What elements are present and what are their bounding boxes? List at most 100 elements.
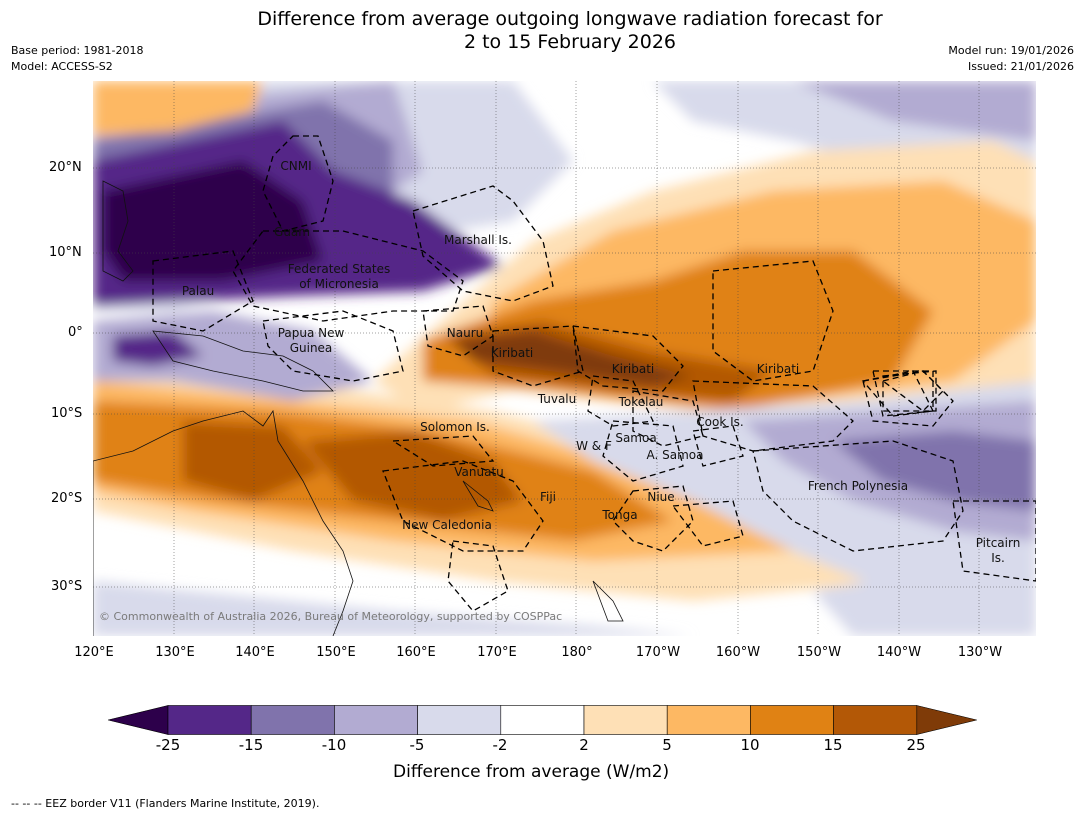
- anomaly-field: [93, 581, 693, 636]
- title-line-2: 2 to 15 February 2026: [463, 31, 677, 53]
- map-area: [93, 81, 1036, 636]
- colorbar-tick: -15: [238, 736, 264, 754]
- coastline-new-caledonia: [462, 480, 494, 512]
- eez-border: [612, 485, 694, 552]
- colorbar-segment: [250, 705, 335, 735]
- lon-label: 120°E: [74, 645, 114, 660]
- colorbar-segment: [500, 705, 585, 735]
- colorbar-tick: 15: [823, 736, 843, 754]
- eez-border: [882, 370, 937, 412]
- eez-border: [881, 370, 944, 412]
- anomaly-field: [453, 331, 693, 386]
- eez-border: [262, 135, 334, 232]
- eez-border: [712, 260, 834, 382]
- colorbar-segment: [833, 705, 918, 735]
- region-label-tonga: Tonga: [602, 508, 638, 522]
- anomaly-field: [813, 551, 1036, 636]
- eez-border: [952, 500, 1036, 582]
- eez-border: [671, 500, 744, 547]
- anomaly-field: [303, 431, 523, 521]
- colorbar-tick: -25: [155, 736, 181, 754]
- anomaly-field: [103, 161, 323, 281]
- meta-left: Base period: 1981-2018 Model: ACCESS-S2: [11, 43, 143, 75]
- lon-label: 130°E: [155, 645, 195, 660]
- lat-label: 20°S: [51, 491, 83, 506]
- coastline-new-guinea: [152, 330, 334, 392]
- colorbar-tick: -10: [321, 736, 347, 754]
- region-label-wallis-futuna: W & F: [576, 439, 612, 453]
- coastlines: [93, 180, 624, 636]
- region-label-tokelau: Tokelau: [618, 395, 664, 409]
- eez-border: [422, 305, 494, 357]
- eez-border: [152, 250, 254, 332]
- region-label-vanuatu: Vanuatu: [454, 465, 504, 479]
- lon-label: 170°W: [635, 645, 681, 660]
- lon-label: 180°: [561, 645, 593, 660]
- chart-title: Difference from average outgoing longwav…: [200, 8, 940, 54]
- lat-label: 20°N: [49, 160, 82, 175]
- gridlines: [93, 81, 1036, 636]
- lat-label: 10°N: [49, 245, 82, 260]
- region-label-kiribati-west: Kiribati: [490, 346, 534, 360]
- region-label-french-polynesia: French Polynesia: [807, 479, 909, 493]
- eez-border: [382, 460, 544, 552]
- region-label-pitcairn-1: Pitcairn: [975, 536, 1021, 550]
- colorbar-extend-low: [108, 705, 169, 735]
- anomaly-field: [113, 331, 203, 366]
- anomaly-field: [833, 431, 1036, 511]
- colorbar-tick: 10: [740, 736, 760, 754]
- region-label-marshall: Marshall Is.: [444, 233, 512, 247]
- region-label-fsm-1: Federated States: [287, 262, 391, 276]
- lon-label: 140°W: [876, 645, 922, 660]
- model-run: Model run: 19/01/2026: [948, 44, 1074, 57]
- colorbar-segment: [666, 705, 751, 735]
- region-label-palau: Palau: [181, 284, 215, 298]
- lat-label: 0°: [68, 325, 83, 340]
- coastline-philippines: [102, 180, 134, 282]
- colorbar-tick: -2: [492, 736, 508, 754]
- region-label-fiji: Fiji: [539, 490, 557, 504]
- colorbar-extend-high: [916, 705, 977, 735]
- eez-border: [692, 425, 744, 467]
- region-label-guam: Guam: [274, 225, 310, 239]
- coastline-australia: [93, 409, 354, 636]
- base-period: Base period: 1981-2018: [11, 44, 144, 57]
- colorbar-segment: [334, 705, 418, 735]
- colorbar-tick: 25: [906, 736, 926, 754]
- region-label-pitcairn-2: Is.: [991, 551, 1005, 565]
- lon-label: 130°W: [957, 645, 1003, 660]
- eez-border: [447, 540, 509, 612]
- region-label-fsm-2: of Micronesia: [299, 277, 379, 291]
- colorbar-label: Difference from average (W/m2): [393, 762, 670, 782]
- title-line-1: Difference from average outgoing longwav…: [257, 8, 883, 30]
- lon-label: 160°W: [715, 645, 761, 660]
- eez-border: [752, 440, 964, 552]
- anomaly-field: [93, 81, 263, 136]
- eez-border: [572, 325, 684, 392]
- colorbar-segment: [750, 705, 834, 735]
- eez-border: [492, 325, 584, 387]
- eez-border: [692, 380, 854, 452]
- eez-border: [872, 370, 934, 417]
- region-label-png-2: Guinea: [289, 341, 333, 355]
- anomaly-map: [93, 81, 1036, 636]
- region-label-nauru: Nauru: [446, 326, 484, 340]
- region-label-png-1: Papua New: [277, 326, 345, 340]
- lon-label: 150°E: [316, 645, 356, 660]
- lon-label: 170°E: [477, 645, 517, 660]
- lon-label: 140°E: [235, 645, 275, 660]
- colorbar-tick: 5: [662, 736, 672, 754]
- coastline-new-zealand: [592, 580, 624, 622]
- region-label-tuvalu: Tuvalu: [537, 392, 577, 406]
- region-label-kiribati-east: Kiribati: [756, 362, 800, 376]
- eez-border: [412, 185, 554, 302]
- eez-border: [390, 435, 495, 467]
- colorbar-tick: 2: [579, 736, 589, 754]
- lon-label: 160°E: [396, 645, 436, 660]
- colorbar-segment: [167, 705, 252, 735]
- region-label-new-caledonia: New Caledonia: [402, 518, 492, 532]
- eez-border: [587, 375, 654, 427]
- lat-label: 10°S: [51, 406, 83, 421]
- region-label-cnmi: CNMI: [280, 159, 312, 173]
- region-label-solomon: Solomon Is.: [420, 420, 490, 434]
